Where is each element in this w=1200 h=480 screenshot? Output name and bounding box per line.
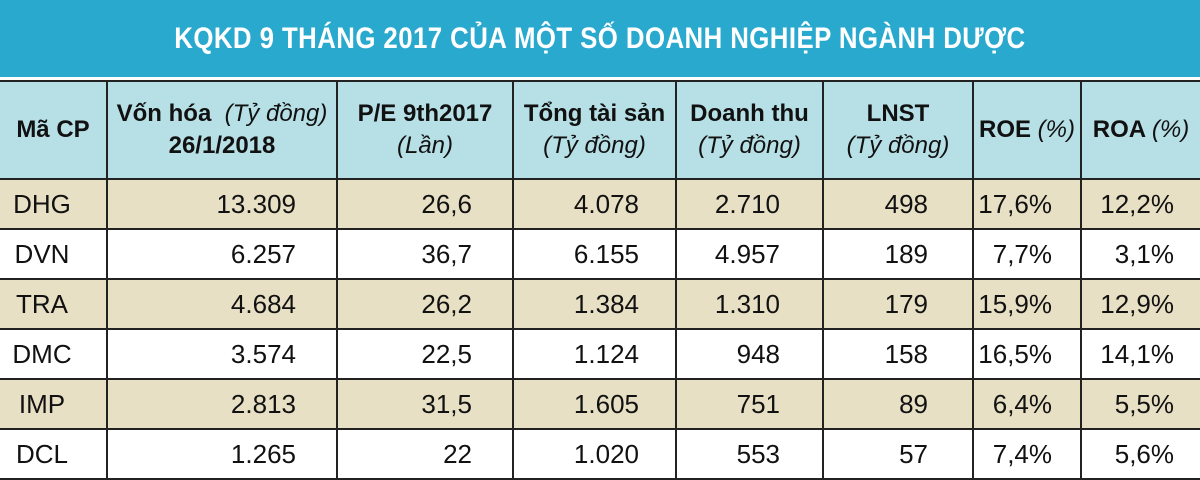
cell-roa: 5,5% <box>1080 378 1200 430</box>
cell-doanh-thu: 751 <box>675 378 824 430</box>
header-ma-cp: Mã CP <box>0 80 108 180</box>
header-unit: (Tỷ đồng) <box>543 132 646 159</box>
cell-roe: 15,9% <box>972 278 1082 330</box>
cell-tong-tai-san: 1.020 <box>512 428 677 480</box>
cell-pe: 22 <box>336 428 514 480</box>
cell-ma-cp: TRA <box>0 278 108 330</box>
cell-roe: 7,7% <box>972 228 1082 280</box>
cell-lnst: 89 <box>822 378 974 430</box>
cell-doanh-thu: 948 <box>675 328 824 380</box>
header-tong-tai-san: Tổng tài sản (Tỷ đồng) <box>512 80 677 180</box>
header-unit: (%) <box>1037 115 1075 143</box>
header-label: P/E 9th2017 <box>357 99 493 127</box>
header-label: Tổng tài sản <box>523 99 666 127</box>
header-label: ROA <box>1092 115 1146 143</box>
cell-von-hoa: 3.574 <box>106 328 338 380</box>
table-row: DHG 13.309 26,6 4.078 2.710 498 17,6% 12,2% <box>0 178 1200 230</box>
cell-tong-tai-san: 1.124 <box>512 328 677 380</box>
table-row: DVN 6.257 36,7 6.155 4.957 189 7,7% 3,1% <box>0 228 1200 280</box>
header-unit: (Tỷ đồng) <box>846 132 950 159</box>
cell-roa: 5,6% <box>1080 428 1200 480</box>
cell-doanh-thu: 553 <box>675 428 824 480</box>
cell-lnst: 189 <box>822 228 974 280</box>
cell-doanh-thu: 4.957 <box>675 228 824 280</box>
cell-roa: 12,2% <box>1080 178 1200 230</box>
cell-roe: 16,5% <box>972 328 1082 380</box>
header-label: ROE <box>978 115 1031 143</box>
title-bar: KQKD 9 THÁNG 2017 CỦA MỘT SỐ DOANH NGHIỆ… <box>0 0 1200 80</box>
cell-roe: 7,4% <box>972 428 1082 480</box>
header-unit: (Tỷ đồng) <box>698 132 801 159</box>
cell-pe: 26,2 <box>336 278 514 330</box>
table-title: KQKD 9 THÁNG 2017 CỦA MỘT SỐ DOANH NGHIỆ… <box>174 21 1026 55</box>
cell-ma-cp: IMP <box>0 378 108 430</box>
cell-pe: 22,5 <box>336 328 514 380</box>
cell-roe: 17,6% <box>972 178 1082 230</box>
cell-pe: 26,6 <box>336 178 514 230</box>
cell-tong-tai-san: 6.155 <box>512 228 677 280</box>
header-pe: P/E 9th2017 (Lần) <box>336 80 514 180</box>
header-doanh-thu: Doanh thu (Tỷ đồng) <box>675 80 824 180</box>
header-lnst: LNST (Tỷ đồng) <box>822 80 974 180</box>
cell-von-hoa: 4.684 <box>106 278 338 330</box>
data-table: Mã CP Vốn hóa (Tỷ đồng) 26/1/2018 P/E 9t… <box>0 80 1200 480</box>
header-von-hoa: Vốn hóa (Tỷ đồng) 26/1/2018 <box>106 80 338 180</box>
cell-ma-cp: DMC <box>0 328 108 380</box>
table-body: DHG 13.309 26,6 4.078 2.710 498 17,6% 12,2% DVN 6… <box>0 178 1200 480</box>
table-row: DCL 1.265 22 1.020 553 57 7,4% 5,6% <box>0 428 1200 480</box>
table-row: IMP 2.813 31,5 1.605 751 89 6,4% 5,5% <box>0 378 1200 430</box>
table-row: DMC 3.574 22,5 1.124 948 158 16,5% 14,1% <box>0 328 1200 380</box>
cell-tong-tai-san: 1.384 <box>512 278 677 330</box>
cell-von-hoa: 2.813 <box>106 378 338 430</box>
cell-pe: 31,5 <box>336 378 514 430</box>
cell-roa: 14,1% <box>1080 328 1200 380</box>
cell-ma-cp: DCL <box>0 428 108 480</box>
header-label: Mã CP <box>16 115 90 143</box>
cell-doanh-thu: 2.710 <box>675 178 824 230</box>
header-label: LNST <box>866 99 930 127</box>
cell-tong-tai-san: 1.605 <box>512 378 677 430</box>
cell-roa: 12,9% <box>1080 278 1200 330</box>
cell-von-hoa: 13.309 <box>106 178 338 230</box>
cell-von-hoa: 6.257 <box>106 228 338 280</box>
cell-tong-tai-san: 4.078 <box>512 178 677 230</box>
cell-doanh-thu: 1.310 <box>675 278 824 330</box>
cell-lnst: 57 <box>822 428 974 480</box>
cell-lnst: 498 <box>822 178 974 230</box>
cell-ma-cp: DVN <box>0 228 108 280</box>
cell-roa: 3,1% <box>1080 228 1200 280</box>
cell-lnst: 179 <box>822 278 974 330</box>
header-date: 26/1/2018 <box>168 132 276 159</box>
header-unit: (Lần) <box>396 132 454 159</box>
header-label: Vốn hóa <box>116 99 212 127</box>
header-unit: (Tỷ đồng) <box>224 99 328 127</box>
header-roe: ROE (%) <box>972 80 1082 180</box>
cell-lnst: 158 <box>822 328 974 380</box>
cell-roe: 6,4% <box>972 378 1082 430</box>
cell-ma-cp: DHG <box>0 178 108 230</box>
header-label: Doanh thu <box>690 99 809 127</box>
cell-pe: 36,7 <box>336 228 514 280</box>
header-unit: (%) <box>1151 115 1190 143</box>
table-row: TRA 4.684 26,2 1.384 1.310 179 15,9% 12,9% <box>0 278 1200 330</box>
header-roa: ROA (%) <box>1080 80 1200 180</box>
header-row: Mã CP Vốn hóa (Tỷ đồng) 26/1/2018 P/E 9t… <box>0 80 1200 180</box>
cell-von-hoa: 1.265 <box>106 428 338 480</box>
